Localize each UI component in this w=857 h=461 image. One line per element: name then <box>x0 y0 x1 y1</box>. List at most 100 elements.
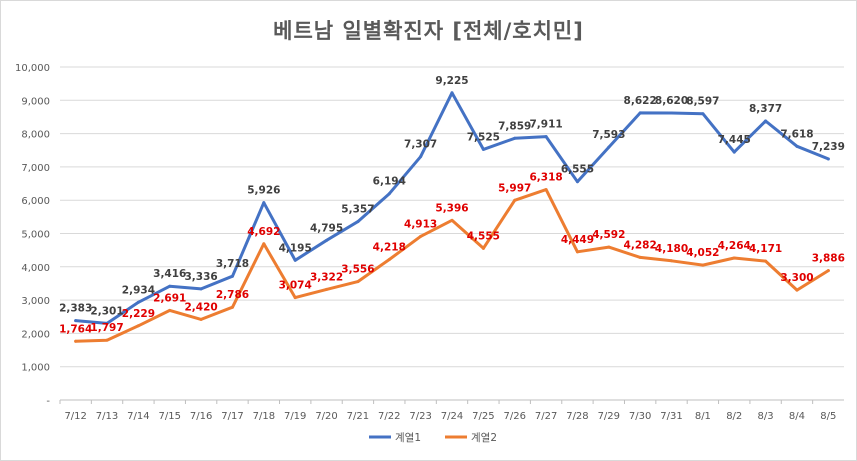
data-label-series-1: 8,597 <box>686 96 719 108</box>
data-label-series-1: 6,194 <box>373 176 406 188</box>
y-tick-label: 10,000 <box>15 63 50 74</box>
data-label-series-2: 3,074 <box>279 280 312 292</box>
data-label-series-1: 3,416 <box>153 268 186 280</box>
data-point-series-2 <box>638 255 642 259</box>
data-point-series-1 <box>356 220 360 224</box>
data-point-series-1 <box>387 192 391 196</box>
data-point-series-1 <box>575 180 579 184</box>
data-point-series-2 <box>325 287 329 291</box>
y-tick-label: 7,000 <box>21 163 50 174</box>
data-label-series-2: 4,264 <box>718 240 751 252</box>
data-label-series-1: 2,383 <box>59 303 92 315</box>
data-label-series-1: 7,618 <box>780 128 813 140</box>
y-tick-label: 4,000 <box>21 263 50 274</box>
data-label-series-2: 4,218 <box>373 242 406 254</box>
data-point-series-1 <box>105 321 109 325</box>
data-point-series-2 <box>826 269 830 273</box>
x-tick-label: 8/3 <box>758 411 774 422</box>
data-label-series-1: 7,911 <box>529 119 562 131</box>
data-point-series-2 <box>670 259 674 263</box>
data-label-series-1: 8,377 <box>749 103 782 115</box>
y-tick-label: 1,000 <box>21 363 50 374</box>
y-tick-label: 3,000 <box>21 296 50 307</box>
data-label-series-1: 7,445 <box>718 134 751 146</box>
data-label-series-2: 4,180 <box>655 243 688 255</box>
data-point-series-1 <box>199 287 203 291</box>
data-label-series-1: 7,525 <box>467 131 500 143</box>
legend-label-2: 계열2 <box>471 432 497 444</box>
data-point-series-1 <box>795 144 799 148</box>
x-tick-label: 7/15 <box>159 411 181 422</box>
data-label-series-2: 2,229 <box>122 308 155 320</box>
data-point-series-2 <box>544 188 548 192</box>
data-label-series-2: 4,913 <box>404 218 437 230</box>
data-point-series-1 <box>230 274 234 278</box>
data-point-series-1 <box>607 145 611 149</box>
x-tick-label: 7/23 <box>409 411 431 422</box>
x-tick-label: 7/29 <box>598 411 620 422</box>
data-point-series-1 <box>732 150 736 154</box>
chart-title: 베트남 일별확진자 [전체/호치민] <box>273 19 584 43</box>
x-tick-label: 7/19 <box>284 411 306 422</box>
data-point-series-1 <box>168 284 172 288</box>
data-point-series-1 <box>513 136 517 140</box>
data-point-series-1 <box>419 155 423 159</box>
data-label-series-2: 5,997 <box>498 182 531 194</box>
data-label-series-2: 2,691 <box>153 292 186 304</box>
data-point-series-2 <box>74 339 78 343</box>
data-point-series-2 <box>513 198 517 202</box>
data-label-series-1: 7,859 <box>498 120 531 132</box>
data-label-series-2: 5,396 <box>435 202 468 214</box>
data-label-series-2: 6,318 <box>529 172 562 184</box>
x-tick-label: 7/18 <box>253 411 275 422</box>
data-label-series-2: 4,449 <box>561 234 594 246</box>
data-label-series-2: 4,592 <box>592 229 625 241</box>
data-label-series-1: 4,795 <box>310 222 343 234</box>
data-label-series-1: 8,620 <box>655 95 688 107</box>
data-point-series-2 <box>387 258 391 262</box>
x-tick-label: 7/28 <box>566 411 588 422</box>
data-label-series-2: 1,797 <box>90 322 123 334</box>
data-label-series-1: 6,555 <box>561 164 594 176</box>
data-point-series-2 <box>136 324 140 328</box>
data-point-series-1 <box>262 201 266 205</box>
data-label-series-2: 2,420 <box>185 301 218 313</box>
data-point-series-1 <box>701 112 705 116</box>
x-tick-label: 7/31 <box>660 411 682 422</box>
data-point-series-2 <box>356 280 360 284</box>
data-point-series-2 <box>795 288 799 292</box>
data-label-series-1: 4,195 <box>279 242 312 254</box>
data-point-series-2 <box>732 256 736 260</box>
data-point-series-1 <box>136 300 140 304</box>
data-point-series-2 <box>105 338 109 342</box>
data-label-series-2: 1,764 <box>59 323 92 335</box>
data-label-series-1: 2,934 <box>122 284 155 296</box>
x-tick-label: 7/30 <box>629 411 651 422</box>
data-point-series-1 <box>826 157 830 161</box>
data-label-series-1: 5,357 <box>341 204 374 216</box>
data-point-series-1 <box>764 119 768 123</box>
data-point-series-2 <box>230 305 234 309</box>
data-label-series-2: 3,556 <box>341 264 374 276</box>
x-tick-label: 8/5 <box>820 411 836 422</box>
data-point-series-2 <box>293 296 297 300</box>
data-point-series-2 <box>607 245 611 249</box>
x-tick-label: 7/20 <box>315 411 337 422</box>
data-label-series-1: 8,622 <box>624 95 657 107</box>
data-point-series-1 <box>293 258 297 262</box>
data-label-series-2: 4,171 <box>749 243 782 255</box>
x-tick-label: 7/13 <box>96 411 118 422</box>
y-tick-label: 6,000 <box>21 196 50 207</box>
x-tick-label: 7/16 <box>190 411 212 422</box>
data-point-series-1 <box>450 91 454 95</box>
data-label-series-2: 2,786 <box>216 289 249 301</box>
data-point-series-2 <box>199 317 203 321</box>
data-point-series-2 <box>168 308 172 312</box>
x-tick-label: 7/26 <box>503 411 525 422</box>
data-label-series-2: 3,886 <box>812 253 845 265</box>
x-tick-label: 7/27 <box>535 411 557 422</box>
data-point-series-1 <box>544 135 548 139</box>
x-tick-label: 7/14 <box>127 411 149 422</box>
data-point-series-1 <box>638 111 642 115</box>
